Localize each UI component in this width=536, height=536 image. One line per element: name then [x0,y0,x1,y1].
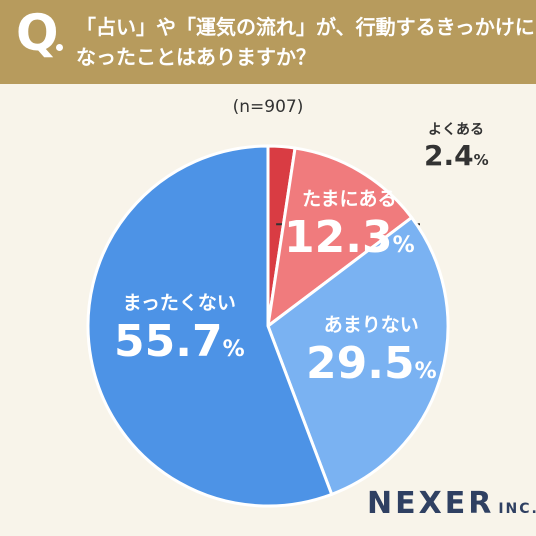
slice-percent-rarely: 29.5% [306,338,437,389]
slice-label-sometimes: たまにある 12.3% [284,186,415,272]
question-line-1: 「占い」や「運気の流れ」が、行動するきっかけに [76,15,535,39]
pie-slice-rarely [266,216,450,496]
slice-name-often: よくある [428,122,484,138]
nexer-logo: NEXER INC. [367,486,536,521]
question-header: Q 「占い」や「運気の流れ」が、行動するきっかけに なったことはありますか？ [0,0,536,84]
sample-size: (n=907) [232,97,304,117]
logo-name: NEXER [367,486,495,521]
logo-suffix: INC. [498,501,536,517]
slice-name-sometimes: たまにある [302,188,397,210]
question-mark-dot [56,44,63,51]
pie-slice-sometimes [266,146,414,328]
question-text: 「占い」や「運気の流れ」が、行動するきっかけに なったことはありますか？ [76,12,535,72]
slice-percent-never: 55.7% [114,316,245,367]
slice-name-never: まったくない [122,292,236,314]
slice-name-rarely: あまりない [323,314,419,336]
slice-percent-sometimes: 12.3% [284,212,415,263]
slice-label-often: よくある 2.4% [404,121,489,177]
slice-label-never: まったくない 55.7% [114,290,245,376]
question-mark: Q [16,4,59,62]
pie-slice-never [86,144,334,508]
slice-percent-often: 2.4% [424,139,489,172]
slice-label-rarely: あまりない 29.5% [306,312,437,398]
question-line-2: なったことはありますか？ [76,45,316,69]
